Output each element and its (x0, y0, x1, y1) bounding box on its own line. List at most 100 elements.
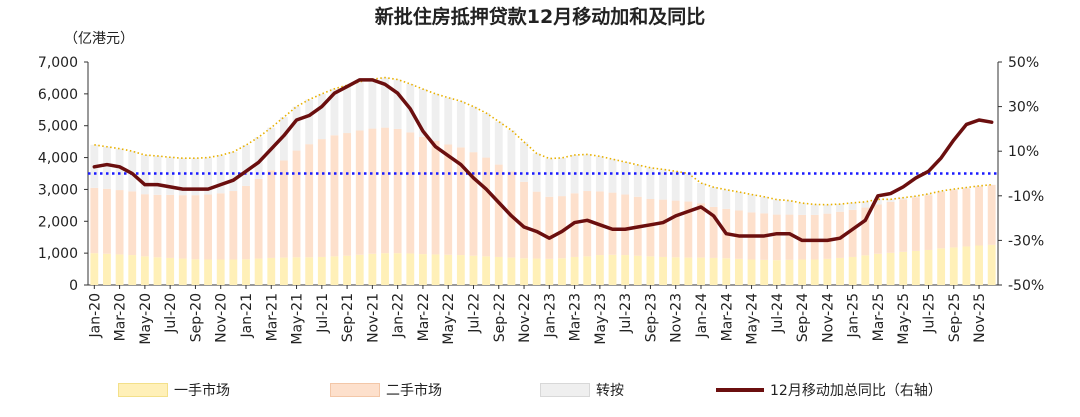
bar-first-hand (216, 259, 225, 285)
bar-second-hand (697, 203, 705, 258)
bar-first-hand (166, 257, 175, 285)
legend-swatch-second-hand (330, 383, 380, 397)
right-tick-label: -50% (1008, 278, 1044, 294)
bar-first-hand (659, 256, 667, 285)
bar-second-hand (229, 191, 238, 260)
bar-refinance (545, 158, 554, 197)
bar-refinance (393, 79, 402, 129)
bar-first-hand (899, 251, 908, 285)
bar-first-hand (532, 258, 541, 285)
bar-first-hand (975, 245, 983, 285)
bar-first-hand (987, 244, 996, 285)
left-tick-label: 1,000 (38, 246, 78, 262)
bar-first-hand (482, 256, 491, 285)
bar-first-hand (381, 253, 389, 285)
bar-first-hand (520, 258, 528, 285)
bar-refinance (810, 204, 819, 215)
bar-second-hand (419, 136, 427, 255)
bar-second-hand (886, 201, 895, 253)
bar-refinance (330, 88, 339, 136)
bar-refinance (608, 159, 617, 193)
legend-label-second-hand: 二手市场 (386, 383, 442, 399)
bar-second-hand (343, 133, 352, 256)
bar-second-hand (317, 139, 326, 257)
legend-swatch-yoy-line (716, 388, 764, 392)
bar-first-hand (810, 259, 819, 285)
legend-label-refinance: 转按 (596, 383, 624, 399)
bar-second-hand (90, 187, 99, 254)
bar-refinance (254, 137, 263, 179)
chart-title: 新批住房抵押贷款12月移动加和及同比 (374, 6, 706, 28)
x-tick-label: Jan-20 (87, 293, 103, 338)
bar-first-hand (90, 253, 99, 285)
bar-second-hand (178, 195, 187, 259)
x-tick-label: Nov-20 (214, 293, 230, 343)
bar-second-hand (267, 170, 276, 258)
bar-first-hand (204, 259, 212, 285)
bar-first-hand (760, 259, 769, 285)
bar-refinance (886, 199, 895, 202)
bar-first-hand (886, 252, 895, 285)
bar-second-hand (924, 195, 933, 250)
bar-first-hand (772, 260, 781, 285)
bar-second-hand (949, 190, 958, 248)
bar-refinance (229, 151, 238, 192)
x-tick-label: Jan-21 (239, 293, 255, 338)
bar-refinance (520, 141, 528, 182)
x-tick-label: Sep-25 (947, 293, 963, 342)
bar-refinance (760, 196, 769, 214)
bar-second-hand (444, 144, 453, 255)
x-tick-label: Jul-20 (163, 293, 179, 334)
bar-refinance (848, 202, 857, 210)
x-tick-label: Mar-20 (113, 293, 129, 341)
bar-second-hand (823, 213, 832, 259)
bar-second-hand (456, 147, 465, 256)
bar-refinance (975, 185, 983, 187)
bar-first-hand (330, 256, 339, 285)
right-tick-label: 50% (1008, 55, 1039, 71)
bar-first-hand (292, 257, 301, 285)
bar-first-hand (874, 253, 882, 285)
bar-first-hand (911, 250, 920, 285)
bar-first-hand (393, 253, 402, 285)
bar-first-hand (431, 254, 440, 285)
legend-swatch-first-hand (118, 383, 168, 397)
bar-refinance (937, 191, 946, 192)
bar-first-hand (861, 255, 870, 285)
bar-second-hand (254, 178, 263, 259)
bar-refinance (178, 158, 187, 196)
bar-second-hand (279, 160, 288, 258)
bar-second-hand (204, 194, 212, 260)
bar-second-hand (621, 194, 630, 256)
x-tick-label: Mar-24 (719, 293, 735, 341)
x-tick-label: May-21 (290, 293, 306, 345)
bar-second-hand (810, 214, 819, 260)
bar-second-hand (570, 193, 579, 257)
bar-first-hand (456, 255, 465, 285)
bar-refinance (456, 101, 465, 148)
bar-second-hand (987, 184, 996, 245)
left-tick-label: 5,000 (38, 119, 78, 135)
left-tick-label: 4,000 (38, 151, 78, 167)
x-tick-label: Mar-23 (568, 293, 584, 341)
bar-first-hand (633, 255, 642, 285)
bar-first-hand (178, 258, 187, 285)
yoy-line (92, 78, 994, 243)
bar-first-hand (697, 257, 705, 285)
bar-first-hand (583, 256, 592, 285)
bar-refinance (709, 187, 718, 207)
x-tick-label: Jan-23 (542, 293, 558, 338)
bar-first-hand (608, 254, 617, 285)
bar-second-hand (191, 195, 200, 260)
bar-first-hand (406, 253, 415, 285)
bar-second-hand (431, 141, 440, 255)
bar-first-hand (709, 257, 718, 285)
legend-item-refinance: 转按 (540, 380, 624, 400)
bar-second-hand (785, 214, 794, 260)
bar-first-hand (368, 253, 377, 285)
x-tick-label: Nov-21 (365, 293, 381, 343)
x-tick-label: Mar-21 (264, 293, 280, 341)
bar-second-hand (545, 196, 554, 259)
bar-refinance (153, 155, 162, 195)
x-tick-label: May-20 (138, 293, 154, 345)
